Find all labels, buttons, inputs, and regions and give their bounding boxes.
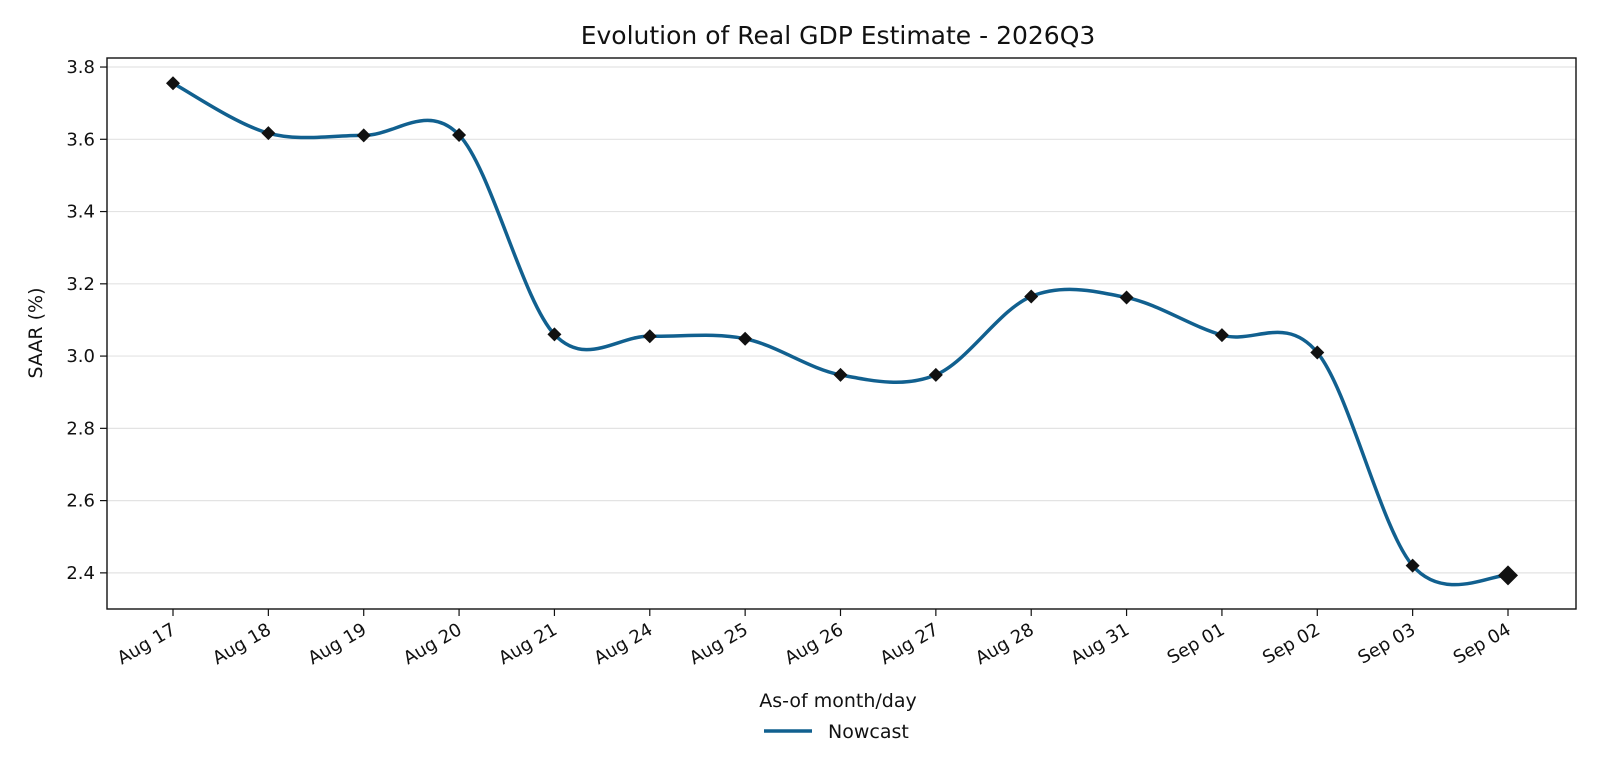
y-tick-label: 3.2 xyxy=(66,274,95,295)
data-point-marker xyxy=(833,367,848,382)
latest-data-point-marker xyxy=(1498,565,1518,586)
x-tick-label: Aug 25 xyxy=(686,619,752,669)
x-axis: Aug 17 Aug 18 Aug 19 Aug 20 Aug 21 Aug 24 Aug … xyxy=(114,609,1515,669)
data-point-marker xyxy=(261,126,276,141)
x-tick-label: Aug 27 xyxy=(877,619,943,669)
x-axis-label: As-of month/day xyxy=(759,690,916,712)
x-tick-label: Sep 01 xyxy=(1164,619,1229,668)
plot-frame xyxy=(106,57,1577,610)
data-point-marker xyxy=(547,327,562,342)
y-tick-label: 2.8 xyxy=(66,418,95,439)
data-point-marker xyxy=(1024,289,1039,304)
data-point-marker xyxy=(166,76,180,91)
y-tick-label: 2.6 xyxy=(66,491,95,512)
y-tick-label: 3.6 xyxy=(66,129,95,150)
x-tick-label: Sep 04 xyxy=(1450,619,1515,668)
y-tick-label: 3.8 xyxy=(66,57,95,78)
x-tick-label: Aug 21 xyxy=(495,619,561,669)
data-point-marker xyxy=(452,127,467,142)
x-tick-label: Sep 02 xyxy=(1259,619,1324,668)
x-tick-label: Aug 28 xyxy=(972,619,1038,669)
data-point-marker xyxy=(642,329,657,344)
data-point-marker xyxy=(1310,345,1325,360)
x-tick-label: Aug 18 xyxy=(209,619,275,669)
x-tick-label: Aug 19 xyxy=(304,619,370,669)
y-tick-label: 3.0 xyxy=(66,346,95,367)
x-tick-label: Aug 17 xyxy=(114,619,180,669)
data-point-marker xyxy=(928,367,943,382)
legend: Nowcast xyxy=(764,721,909,743)
data-point-marker xyxy=(1119,290,1134,305)
data-point-marker xyxy=(1405,558,1420,573)
data-point-marker xyxy=(356,128,371,143)
x-tick-label: Aug 20 xyxy=(400,619,466,669)
data-markers xyxy=(166,76,1518,586)
y-tick-label: 2.4 xyxy=(66,563,95,584)
chart-title: Evolution of Real GDP Estimate - 2026Q3 xyxy=(581,21,1096,50)
gridlines xyxy=(107,66,1576,574)
y-tick-label: 3.4 xyxy=(66,202,95,223)
x-tick-label: Aug 31 xyxy=(1067,619,1133,669)
x-tick-label: Sep 03 xyxy=(1354,619,1419,668)
y-axis: 2.4 2.6 2.8 3.0 3.2 3.4 3.6 3.8 xyxy=(66,57,107,584)
data-point-marker xyxy=(1214,328,1229,343)
series-layer xyxy=(171,81,1510,587)
x-tick-label: Aug 24 xyxy=(591,619,657,669)
legend-label-nowcast: Nowcast xyxy=(828,721,909,743)
series-line-nowcast xyxy=(171,81,1510,587)
data-point-marker xyxy=(738,331,753,346)
y-axis-label: SAAR (%) xyxy=(25,287,47,378)
x-tick-label: Aug 26 xyxy=(781,619,847,669)
